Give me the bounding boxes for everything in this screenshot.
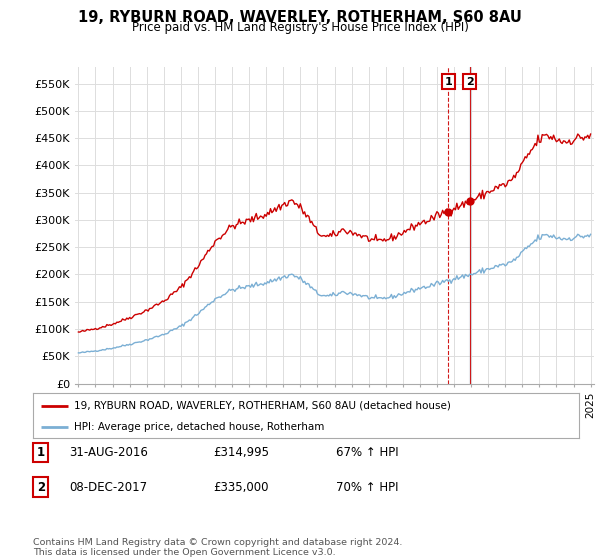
Text: 70% ↑ HPI: 70% ↑ HPI — [336, 480, 398, 494]
Text: 19, RYBURN ROAD, WAVERLEY, ROTHERHAM, S60 8AU (detached house): 19, RYBURN ROAD, WAVERLEY, ROTHERHAM, S6… — [74, 400, 451, 410]
Text: 19, RYBURN ROAD, WAVERLEY, ROTHERHAM, S60 8AU: 19, RYBURN ROAD, WAVERLEY, ROTHERHAM, S6… — [78, 10, 522, 25]
Text: 08-DEC-2017: 08-DEC-2017 — [69, 480, 147, 494]
Text: 67% ↑ HPI: 67% ↑ HPI — [336, 446, 398, 459]
Text: 1: 1 — [37, 446, 45, 459]
Text: £335,000: £335,000 — [213, 480, 269, 494]
Text: 1: 1 — [445, 77, 452, 87]
Bar — [469, 67, 470, 384]
Text: Price paid vs. HM Land Registry's House Price Index (HPI): Price paid vs. HM Land Registry's House … — [131, 21, 469, 34]
Text: £314,995: £314,995 — [213, 446, 269, 459]
Text: Contains HM Land Registry data © Crown copyright and database right 2024.
This d: Contains HM Land Registry data © Crown c… — [33, 538, 403, 557]
Text: 31-AUG-2016: 31-AUG-2016 — [69, 446, 148, 459]
Text: 2: 2 — [37, 480, 45, 494]
Text: HPI: Average price, detached house, Rotherham: HPI: Average price, detached house, Roth… — [74, 422, 325, 432]
Text: 2: 2 — [466, 77, 473, 87]
